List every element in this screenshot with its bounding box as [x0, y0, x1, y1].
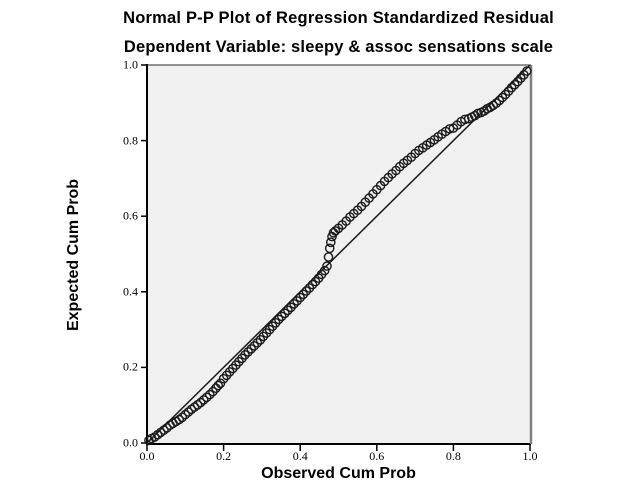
data-point [522, 66, 532, 76]
data-point [273, 314, 284, 325]
data-point [249, 341, 259, 351]
data-point [322, 261, 332, 271]
y-tick-label: 1.0 [123, 57, 138, 72]
reference-line [146, 64, 531, 444]
data-point [149, 432, 160, 442]
x-tick-label: 0.6 [369, 449, 385, 463]
chart-subtitle: Dependent Variable: sleepy & assoc sensa… [123, 38, 554, 56]
data-point [192, 399, 203, 410]
data-point [325, 237, 336, 248]
data-point [246, 344, 256, 354]
y-tick-label: 0.0 [123, 435, 138, 450]
y-tick-label: 0.8 [123, 133, 138, 148]
y-tick-label: 0.6 [123, 208, 138, 223]
data-point [159, 425, 169, 435]
x-tick-label: 0.2 [216, 449, 232, 463]
data-point [444, 124, 455, 134]
data-point [177, 412, 187, 423]
chart-title: Normal P-P Plot of Regression Standardiz… [123, 9, 554, 27]
y-tick-label: 0.4 [123, 284, 138, 299]
data-point [491, 98, 502, 108]
data-point [324, 243, 335, 254]
data-point [198, 395, 209, 405]
data-point [183, 407, 194, 417]
data-point [280, 308, 290, 319]
data-point [460, 114, 470, 125]
scatter-points [144, 66, 532, 446]
y-tick-label: 0.2 [123, 359, 138, 374]
data-point [240, 350, 250, 360]
data-point [180, 409, 191, 420]
data-point [301, 286, 312, 296]
data-point [174, 414, 184, 425]
data-point [213, 380, 223, 391]
data-point [204, 389, 215, 400]
data-point [252, 337, 263, 348]
data-point [319, 265, 330, 276]
x-tick-label: 0.0 [139, 449, 155, 463]
data-point [289, 299, 299, 309]
x-axis-label: Observed Cum Prob [261, 465, 416, 482]
data-point [506, 82, 517, 93]
data-point [497, 92, 508, 103]
data-point [162, 423, 172, 433]
data-point [330, 226, 341, 236]
data-point [243, 347, 253, 357]
data-point [494, 95, 505, 106]
data-point [283, 305, 293, 316]
data-point [201, 392, 212, 403]
data-point [195, 397, 206, 408]
y-axis-label: Expected Cum Prob [65, 178, 82, 332]
data-point [509, 79, 520, 90]
data-point [295, 292, 306, 303]
plot-borders [146, 64, 533, 445]
x-tick-label: 1.0 [522, 449, 538, 463]
data-point [307, 279, 318, 290]
x-tick-label: 0.4 [292, 449, 308, 463]
x-tick-label: 0.8 [445, 449, 461, 463]
data-point [276, 311, 287, 322]
